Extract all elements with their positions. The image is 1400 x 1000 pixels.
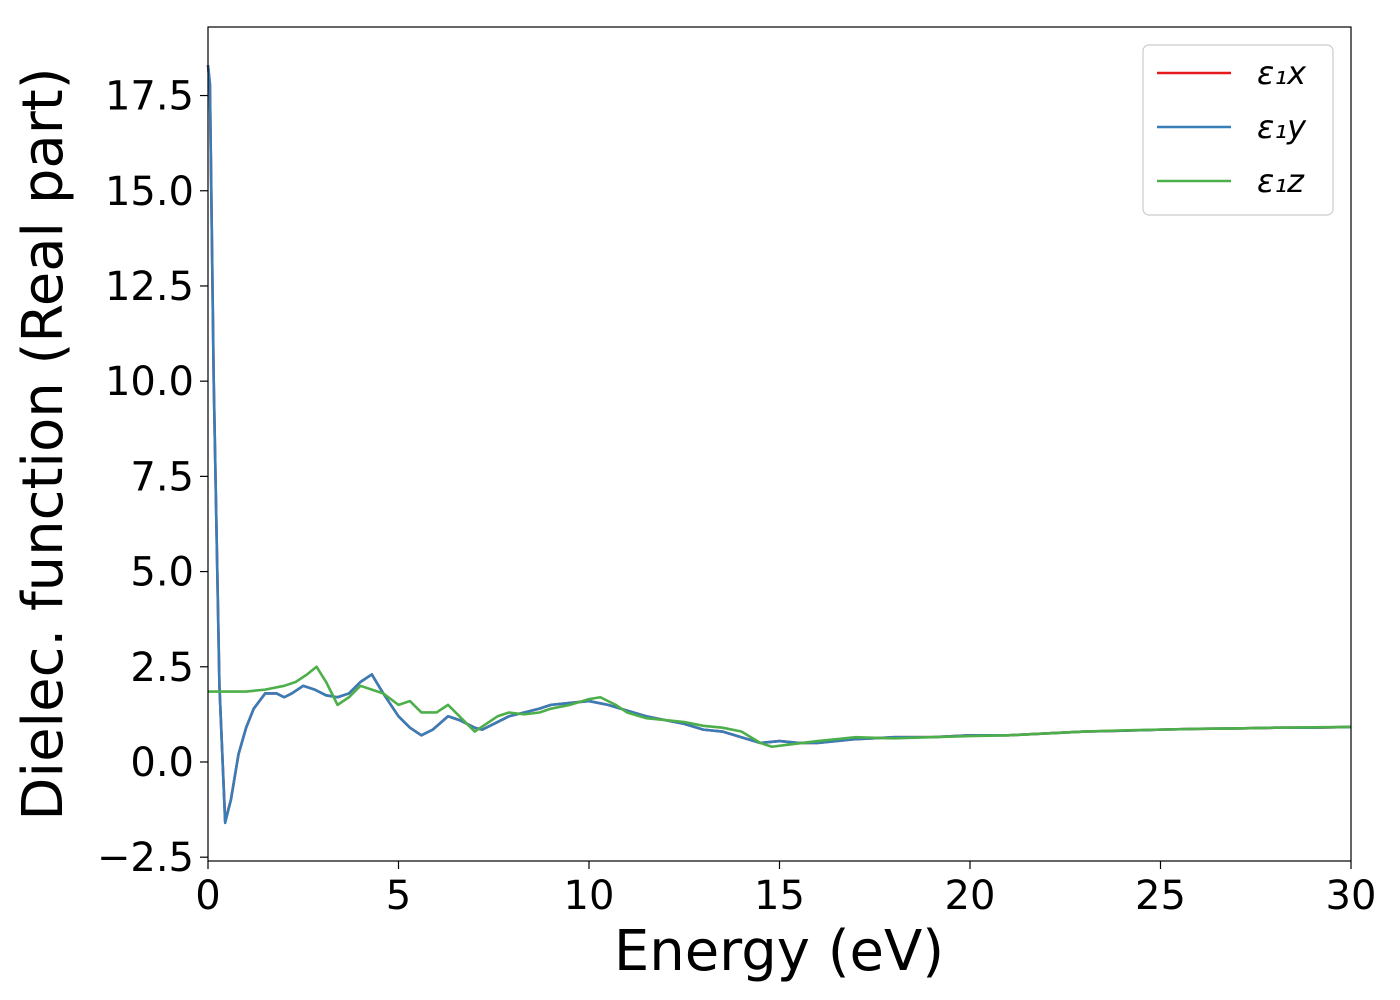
- y-tick-label: −2.5: [97, 835, 194, 881]
- legend-label-2: ε₁y: [1257, 108, 1307, 146]
- legend: ε₁x ε₁y ε₁z: [1142, 44, 1334, 216]
- x-axis-label: Energy (eV): [614, 919, 944, 984]
- y-tick-label: 0.0: [130, 740, 194, 786]
- y-tick-label: 15.0: [105, 169, 194, 215]
- legend-entries: ε₁x ε₁y ε₁z: [1157, 54, 1307, 200]
- x-tick-label: 10: [564, 873, 615, 919]
- x-tick-label: 20: [945, 873, 996, 919]
- x-tick-label: 25: [1135, 873, 1186, 919]
- y-tick-label: 5.0: [130, 550, 194, 596]
- x-ticks: 0 5 10 15 20 25 30: [195, 861, 1376, 919]
- series-line-3: [208, 665, 1352, 749]
- y-ticks: −2.5 0.0 2.5 5.0 7.5 10.0 12.5 15.0 17.5: [97, 74, 208, 881]
- y-tick-label: 12.5: [105, 264, 194, 310]
- y-axis-label: Dielec. function (Real part): [11, 67, 76, 820]
- x-tick-label: 0: [195, 873, 220, 919]
- legend-label-3: ε₁z: [1257, 162, 1305, 200]
- y-tick-label: 17.5: [105, 74, 194, 120]
- y-tick-label: 7.5: [130, 454, 194, 500]
- x-tick-label: 15: [754, 873, 805, 919]
- y-tick-label: 2.5: [130, 645, 194, 691]
- y-tick-label: 10.0: [105, 359, 194, 405]
- legend-box: [1142, 44, 1334, 216]
- plot-lines: [206, 64, 1352, 825]
- x-tick-label: 30: [1326, 873, 1377, 919]
- x-tick-label: 5: [386, 873, 411, 919]
- legend-label-1: ε₁x: [1257, 54, 1307, 92]
